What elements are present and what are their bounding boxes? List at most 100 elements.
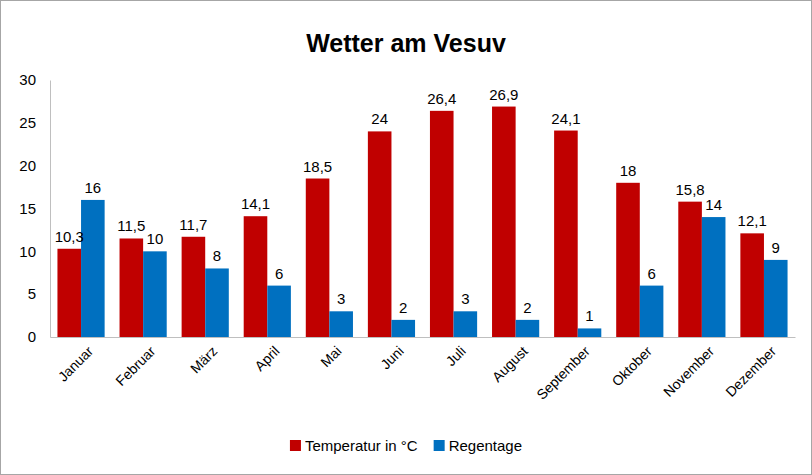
y-tick-label: 5 bbox=[28, 285, 36, 302]
bar bbox=[492, 107, 516, 337]
x-tick: November bbox=[660, 337, 717, 400]
x-tick-label: April bbox=[251, 343, 282, 374]
y-tick: 10 bbox=[19, 243, 50, 260]
y-tick: 25 bbox=[19, 114, 50, 131]
data-label: 3 bbox=[461, 290, 469, 307]
data-label: 18 bbox=[620, 162, 637, 179]
y-tick: 0 bbox=[28, 328, 50, 345]
bar bbox=[306, 179, 330, 337]
data-label: 1 bbox=[585, 307, 593, 324]
y-tick-label: 20 bbox=[19, 157, 36, 174]
bar bbox=[578, 328, 602, 337]
data-label: 26,4 bbox=[427, 90, 456, 107]
legend-item: Temperatur in °C bbox=[290, 437, 418, 454]
legend-swatch bbox=[434, 440, 445, 451]
bar bbox=[267, 286, 291, 337]
bar bbox=[182, 237, 206, 337]
data-label: 10 bbox=[147, 230, 164, 247]
bar bbox=[454, 311, 478, 337]
x-tick-label: September bbox=[533, 343, 593, 403]
bar bbox=[616, 183, 640, 337]
legend-swatch bbox=[290, 440, 301, 451]
data-label: 6 bbox=[647, 265, 655, 282]
bar bbox=[143, 251, 167, 337]
x-tick-label: Juli bbox=[443, 343, 469, 369]
x-tick-label: Juni bbox=[377, 343, 406, 372]
bar bbox=[554, 131, 578, 337]
x-axis: Januar Februar März April Mai Juni Juli AugustS… bbox=[51, 337, 796, 403]
y-axis: 0 5 10 15 20 25 30 bbox=[19, 71, 50, 345]
x-tick: April bbox=[251, 337, 282, 374]
bar bbox=[244, 216, 268, 337]
bars bbox=[57, 107, 787, 337]
data-label: 8 bbox=[213, 247, 221, 264]
x-tick-label: Dezember bbox=[722, 343, 779, 400]
x-tick: Oktober bbox=[608, 337, 655, 389]
bar bbox=[702, 217, 726, 337]
data-label: 26,9 bbox=[489, 86, 518, 103]
data-label: 6 bbox=[275, 265, 283, 282]
data-label: 16 bbox=[84, 179, 101, 196]
legend-item: Regentage bbox=[434, 437, 522, 454]
legend-label: Regentage bbox=[449, 437, 522, 454]
bar bbox=[764, 260, 788, 337]
data-label: 15,8 bbox=[675, 181, 704, 198]
y-tick: 30 bbox=[19, 71, 50, 88]
chart: Wetter am Vesuv 0 5 10 15 20 25 30 Januar Februar… bbox=[0, 0, 812, 475]
x-tick: Juni bbox=[377, 337, 406, 372]
chart-frame bbox=[1, 1, 812, 475]
bar bbox=[57, 249, 81, 337]
y-tick-label: 10 bbox=[19, 243, 36, 260]
y-axis-line bbox=[50, 81, 51, 338]
bar bbox=[120, 238, 144, 337]
data-label: 14,1 bbox=[241, 195, 270, 212]
y-tick: 20 bbox=[19, 157, 50, 174]
y-tick-label: 30 bbox=[19, 71, 36, 88]
x-tick: Dezember bbox=[722, 337, 779, 400]
y-tick-label: 0 bbox=[28, 328, 36, 345]
x-tick: September bbox=[533, 337, 593, 403]
x-tick: Juli bbox=[443, 337, 469, 369]
data-label: 14 bbox=[705, 196, 722, 213]
data-label: 24 bbox=[371, 110, 388, 127]
data-label: 2 bbox=[523, 299, 531, 316]
x-tick: August bbox=[489, 337, 531, 385]
data-label: 10,3 bbox=[55, 228, 84, 245]
x-tick-label: Januar bbox=[55, 343, 97, 385]
x-tick-label: November bbox=[660, 343, 717, 400]
y-tick: 5 bbox=[28, 285, 50, 302]
data-label: 3 bbox=[337, 290, 345, 307]
title: Wetter am Vesuv bbox=[306, 29, 506, 57]
x-tick-label: März bbox=[187, 343, 220, 376]
x-tick-label: Mai bbox=[317, 343, 344, 370]
x-tick: Mai bbox=[317, 337, 344, 370]
y-tick-label: 15 bbox=[19, 200, 36, 217]
bar bbox=[391, 320, 415, 337]
bar bbox=[740, 233, 764, 337]
bar bbox=[81, 200, 105, 337]
bar bbox=[205, 268, 229, 337]
x-tick-label: August bbox=[489, 343, 531, 385]
x-tick: Februar bbox=[112, 337, 158, 389]
legend-label: Temperatur in °C bbox=[305, 437, 418, 454]
y-tick: 15 bbox=[19, 200, 50, 217]
data-label: 9 bbox=[772, 239, 780, 256]
x-tick: Januar bbox=[55, 337, 97, 385]
data-label: 11,7 bbox=[179, 216, 207, 233]
data-label: 24,1 bbox=[551, 110, 580, 127]
x-tick: März bbox=[187, 337, 220, 376]
x-tick-label: Oktober bbox=[608, 343, 655, 390]
plot: 0 5 10 15 20 25 30 Januar Februar März April Mai Jun… bbox=[19, 71, 795, 402]
legend: Temperatur in °C Regentage bbox=[290, 437, 522, 454]
bar bbox=[678, 202, 702, 337]
bar bbox=[329, 311, 353, 337]
x-tick-label: Februar bbox=[112, 343, 158, 389]
x-axis-line bbox=[51, 337, 796, 338]
data-label: 11,5 bbox=[117, 217, 145, 234]
bar bbox=[430, 111, 454, 337]
y-tick-label: 25 bbox=[19, 114, 36, 131]
data-label: 2 bbox=[399, 299, 407, 316]
bar bbox=[640, 286, 664, 337]
data-label: 18,5 bbox=[303, 158, 332, 175]
bar bbox=[368, 131, 392, 337]
